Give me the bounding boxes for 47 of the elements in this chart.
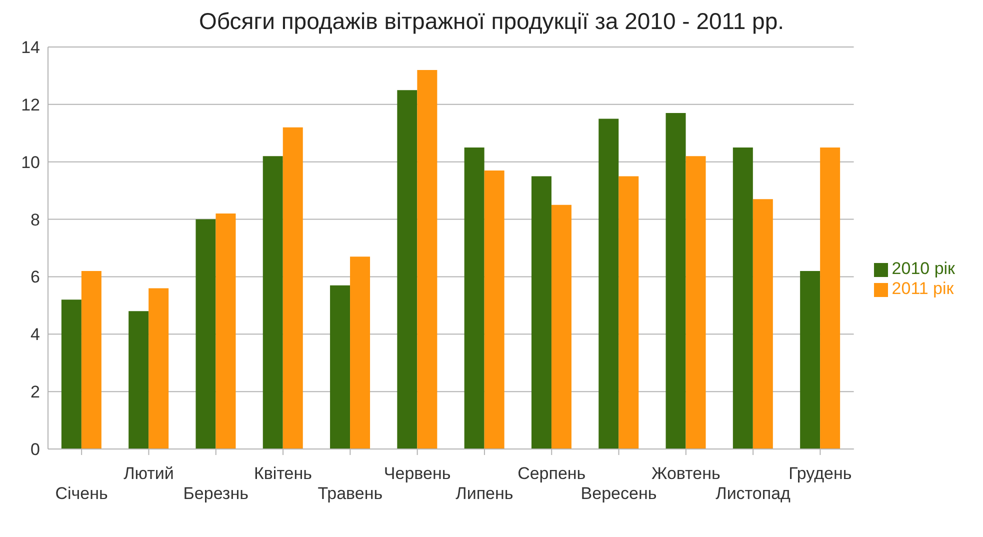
bar bbox=[282, 127, 303, 449]
bar bbox=[81, 270, 102, 449]
bar bbox=[686, 156, 706, 449]
x-tick-label: Квітень bbox=[254, 464, 312, 483]
x-tick-label: Жовтень bbox=[651, 464, 721, 483]
bar bbox=[464, 148, 484, 449]
y-tick-label: 2 bbox=[30, 382, 40, 402]
bar bbox=[216, 214, 236, 449]
bar bbox=[350, 256, 370, 449]
bar bbox=[732, 148, 753, 449]
x-tick-label: Липень bbox=[456, 484, 514, 503]
bar bbox=[128, 311, 149, 449]
bar bbox=[820, 148, 840, 449]
bar bbox=[330, 285, 350, 449]
chart-title: Обсяги продажів вітражної продукції за 2010 - 2011 рр. bbox=[198, 8, 786, 35]
y-tick-label: 14 bbox=[21, 38, 40, 58]
bar bbox=[196, 219, 216, 449]
legend-label: 2010 рік bbox=[892, 259, 955, 278]
x-tick-label: Вересень bbox=[580, 484, 657, 503]
bar bbox=[666, 113, 686, 449]
x-tick-label: Грудень bbox=[788, 464, 852, 483]
x-tick-label: Лютий bbox=[124, 464, 174, 483]
bar bbox=[61, 300, 82, 449]
bar bbox=[148, 288, 169, 449]
bar bbox=[618, 176, 639, 449]
bar bbox=[531, 176, 552, 449]
y-tick-label: 6 bbox=[30, 268, 40, 287]
x-tick-label: Травень bbox=[318, 484, 383, 503]
y-tick-label: 8 bbox=[30, 210, 40, 230]
bar bbox=[397, 90, 418, 449]
y-tick-label: 4 bbox=[30, 325, 40, 344]
bar bbox=[484, 170, 504, 449]
x-tick-label: Січень bbox=[55, 484, 108, 503]
bar bbox=[752, 199, 773, 449]
y-tick-label: 10 bbox=[21, 152, 40, 172]
legend-label: 2011 рік bbox=[892, 279, 954, 298]
bar bbox=[598, 118, 619, 449]
y-tick-label: 12 bbox=[21, 95, 40, 114]
x-tick-label: Березнь bbox=[183, 484, 249, 503]
x-tick-label: Серпень bbox=[518, 464, 586, 483]
bar bbox=[800, 270, 820, 449]
y-tick-label: 0 bbox=[30, 440, 40, 460]
x-tick-label: Листопад bbox=[716, 484, 791, 503]
bar bbox=[551, 204, 572, 449]
x-tick-label: Червень bbox=[384, 464, 451, 483]
bar bbox=[417, 70, 438, 449]
bar bbox=[262, 156, 283, 449]
